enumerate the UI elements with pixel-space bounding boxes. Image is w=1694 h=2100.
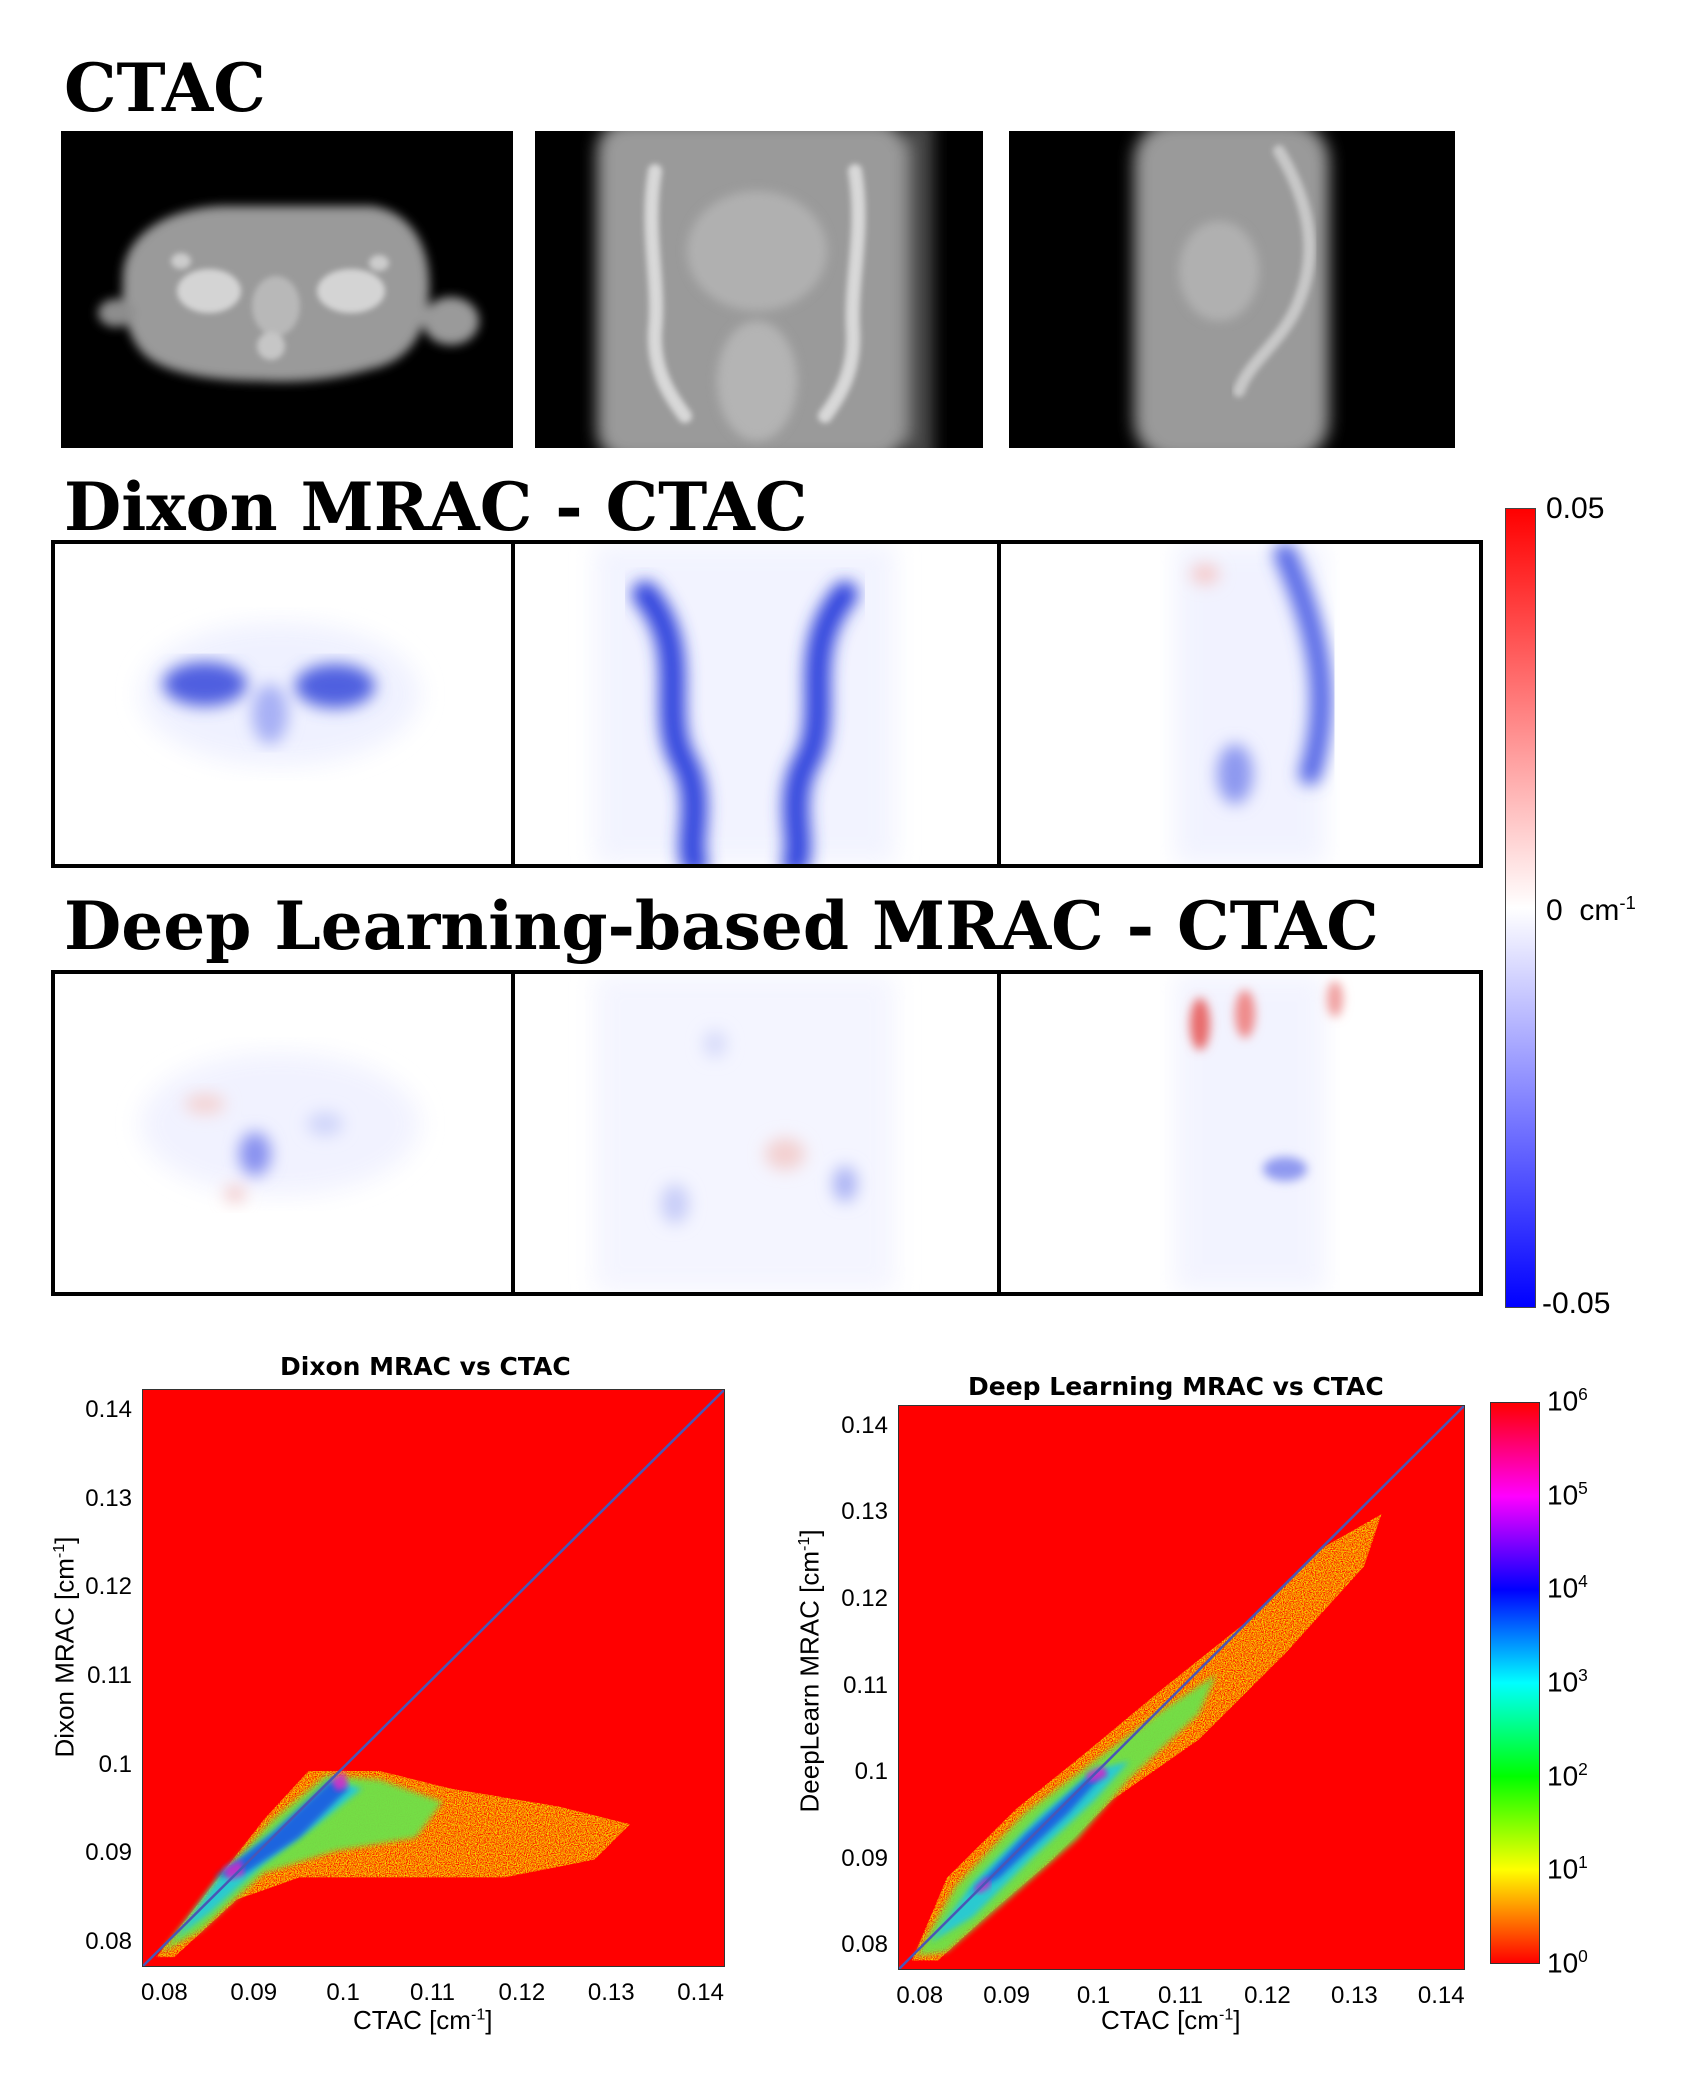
y-tick-label: 0.08	[85, 1927, 132, 1955]
density-region	[223, 1859, 245, 1881]
x-tick-label: 0.11	[410, 1979, 455, 2006]
density-region	[156, 1771, 631, 1958]
density-colorbar-tick: 104	[1547, 1571, 1588, 1604]
deep-diff-maps	[140, 974, 1343, 1292]
colorbar-min-label: -0.05	[1542, 1287, 1611, 1320]
y-tick-label: 0.1	[854, 1758, 888, 1786]
x-tick-label: 0.13	[587, 1979, 635, 2006]
dixon-plot-xlabel: CTAC [cm-1]	[353, 2005, 493, 2036]
density-tick-exp: 1	[1578, 1852, 1588, 1873]
density-cloud	[156, 1771, 631, 1958]
x-tick-label: 0.08	[896, 1982, 944, 2009]
colorbar-unit-exp: -1	[1619, 892, 1636, 913]
deep-plot-title: Deep Learning MRAC vs CTAC	[968, 1372, 1384, 1401]
density-tick-exp: 0	[1578, 1946, 1588, 1966]
density-tick-exp: 3	[1578, 1665, 1588, 1685]
identity-line	[143, 1390, 724, 1966]
divider	[511, 544, 515, 864]
x-tick-label: 0.12	[1244, 1982, 1291, 2009]
density-tick-exp: 4	[1578, 1571, 1588, 1592]
xlabel-end: ]	[1233, 2005, 1241, 2035]
deep-plot-ylabel: DeepLearn MRAC [cm-1]	[795, 1529, 826, 1812]
dixon-density-plot	[142, 1389, 725, 1967]
x-tick-label: 0.1	[1076, 1982, 1111, 2009]
y-tick-label: 0.1	[98, 1750, 132, 1778]
y-tick-label: 0.12	[85, 1573, 132, 1601]
colorbar-unit-base: cm	[1579, 894, 1620, 927]
x-tick-label: 0.11	[1158, 1982, 1203, 2009]
divider	[511, 974, 515, 1292]
xlabel-base: CTAC [cm	[1101, 2005, 1219, 2035]
y-tick-label: 0.09	[841, 1844, 888, 1872]
x-tick-label: 0.1	[326, 1979, 360, 2006]
y-tick-label: 0.09	[85, 1839, 132, 1867]
density-tick-exp: 6	[1578, 1384, 1588, 1404]
x-tick-label: 0.14	[1417, 1982, 1465, 2009]
y-tick-label: 0.11	[843, 1671, 888, 1699]
xlabel-base: CTAC [cm	[353, 2005, 471, 2035]
density-tick-base: 10	[1547, 1572, 1579, 1604]
divider	[997, 544, 1001, 864]
y-tick-label: 0.14	[85, 1396, 132, 1424]
ylabel-end: ]	[794, 1529, 825, 1537]
dixon-plot-title: Dixon MRAC vs CTAC	[280, 1352, 571, 1381]
ylabel-base: Dixon MRAC [cm	[49, 1558, 80, 1758]
deep-diff-panel	[51, 970, 1483, 1296]
y-tick-label: 0.14	[841, 1411, 888, 1439]
ctac-axial-image	[61, 131, 513, 448]
ylabel-end: ]	[49, 1536, 80, 1544]
ylabel-base: DeepLearn MRAC [cm	[794, 1550, 825, 1813]
density-tick-base: 10	[1547, 1759, 1579, 1791]
colorbar-zero-value: 0	[1546, 894, 1563, 927]
density-tick-base: 10	[1547, 1385, 1579, 1417]
density-colorbar-tick: 105	[1547, 1478, 1588, 1511]
ctac-coronal-image	[535, 131, 983, 448]
density-region	[160, 1775, 443, 1953]
density-region	[929, 1761, 1130, 1944]
density-tick-exp: 2	[1578, 1758, 1588, 1779]
density-colorbar-tick: 103	[1547, 1665, 1588, 1698]
dixon-plot-ylabel: Dixon MRAC [cm-1]	[50, 1537, 81, 1758]
density-colorbar-tick: 106	[1547, 1384, 1588, 1417]
colorbar-zero-label: 0 cm-1	[1546, 892, 1636, 928]
y-tick-label: 0.11	[87, 1662, 132, 1689]
ctac-sagittal-image	[1009, 131, 1455, 448]
density-colorbar-tick: 102	[1547, 1759, 1588, 1792]
x-tick-label: 0.14	[677, 1979, 724, 2006]
xlabel-end: ]	[485, 2005, 493, 2035]
density-tick-base: 10	[1547, 1947, 1579, 1979]
density-tick-base: 10	[1547, 1478, 1579, 1510]
dixon-diff-maps	[140, 544, 1333, 864]
x-tick-label: 0.08	[140, 1979, 188, 2006]
y-tick-label: 0.13	[841, 1498, 888, 1526]
x-tick-label: 0.13	[1330, 1982, 1378, 2009]
difference-colorbar	[1505, 508, 1536, 1308]
identity-line	[899, 1406, 1464, 1969]
x-tick-label: 0.12	[498, 1979, 546, 2006]
x-tick-label: 0.09	[230, 1979, 278, 2006]
xlabel-exp: -1	[470, 2005, 486, 2024]
y-tick-label: 0.08	[841, 1931, 888, 1959]
density-colorbar-tick: 101	[1547, 1852, 1588, 1885]
deep-plot-xlabel: CTAC [cm-1]	[1101, 2005, 1241, 2036]
dixon-diff-panel	[51, 540, 1483, 868]
ylabel-exp: -1	[49, 1543, 68, 1559]
colorbar-max-label: 0.05	[1546, 492, 1605, 525]
section-title-ctac: CTAC	[64, 49, 266, 127]
density-tick-base: 10	[1547, 1853, 1579, 1885]
section-title-deep: Deep Learning-based MRAC - CTAC	[64, 887, 1379, 965]
divider	[997, 974, 1001, 1292]
density-region	[330, 1771, 349, 1792]
y-tick-label: 0.12	[841, 1584, 888, 1612]
density-tick-base: 10	[1547, 1666, 1579, 1698]
density-colorbar-tick: 100	[1547, 1946, 1588, 1979]
y-tick-label: 0.13	[85, 1484, 132, 1512]
section-title-dixon: Dixon MRAC - CTAC	[64, 468, 808, 546]
x-tick-label: 0.09	[983, 1982, 1030, 2009]
density-tick-exp: 5	[1578, 1477, 1588, 1498]
deep-density-plot	[898, 1405, 1465, 1970]
xlabel-exp: -1	[1218, 2005, 1234, 2024]
density-colorbar	[1490, 1402, 1540, 1964]
ylabel-exp: -1	[794, 1536, 813, 1551]
